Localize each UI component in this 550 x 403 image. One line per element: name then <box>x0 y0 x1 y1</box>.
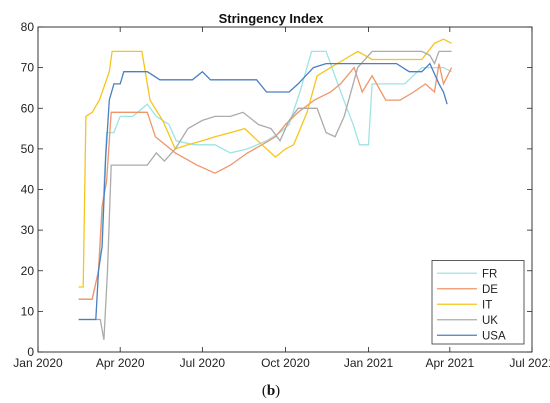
series-line-uk <box>78 50 452 340</box>
series-line-de <box>78 63 453 300</box>
y-tick-label: 40 <box>21 183 35 197</box>
x-tick-label: Apr 2020 <box>96 356 145 370</box>
legend-box <box>431 260 525 345</box>
y-tick-label: 50 <box>21 142 35 156</box>
y-tick-label: 30 <box>21 223 35 237</box>
y-tick-label: 10 <box>21 304 35 318</box>
y-tick-label: 70 <box>21 61 35 75</box>
y-tick-label: 0 <box>27 345 34 359</box>
legend-label-fr: FR <box>482 268 497 280</box>
y-tick-label: 20 <box>21 264 35 278</box>
caption-close-paren: ) <box>275 383 280 399</box>
y-tick-label: 80 <box>21 20 35 34</box>
series-line-fr <box>78 50 452 300</box>
figure-caption: (b) <box>262 383 280 399</box>
x-tick-label: Apr 2021 <box>425 356 474 370</box>
series-line-it <box>78 38 452 288</box>
x-tick-label: Jan 2020 <box>13 356 63 370</box>
legend-label-uk: UK <box>482 315 498 327</box>
x-tick-label: Jan 2021 <box>344 356 394 370</box>
legend-label-it: IT <box>482 299 492 311</box>
x-tick-label: Jul 2021 <box>509 356 550 370</box>
series-line-usa <box>78 62 448 321</box>
caption-letter: b <box>267 383 275 399</box>
legend: FR DE IT UK USA <box>431 260 525 345</box>
plot-area: 0 10 20 30 40 50 60 70 80 Jan 2020 Apr 2020 Jul 202… <box>13 20 550 370</box>
legend-label-de: DE <box>482 284 498 296</box>
x-tick-label: Jul 2020 <box>180 356 226 370</box>
x-tick-label: Oct 2020 <box>261 356 310 370</box>
chart-title: Stringency Index <box>219 11 325 26</box>
caption-open-paren: ( <box>262 383 267 399</box>
legend-label-usa: USA <box>482 330 506 342</box>
y-tick-label: 60 <box>21 101 35 115</box>
